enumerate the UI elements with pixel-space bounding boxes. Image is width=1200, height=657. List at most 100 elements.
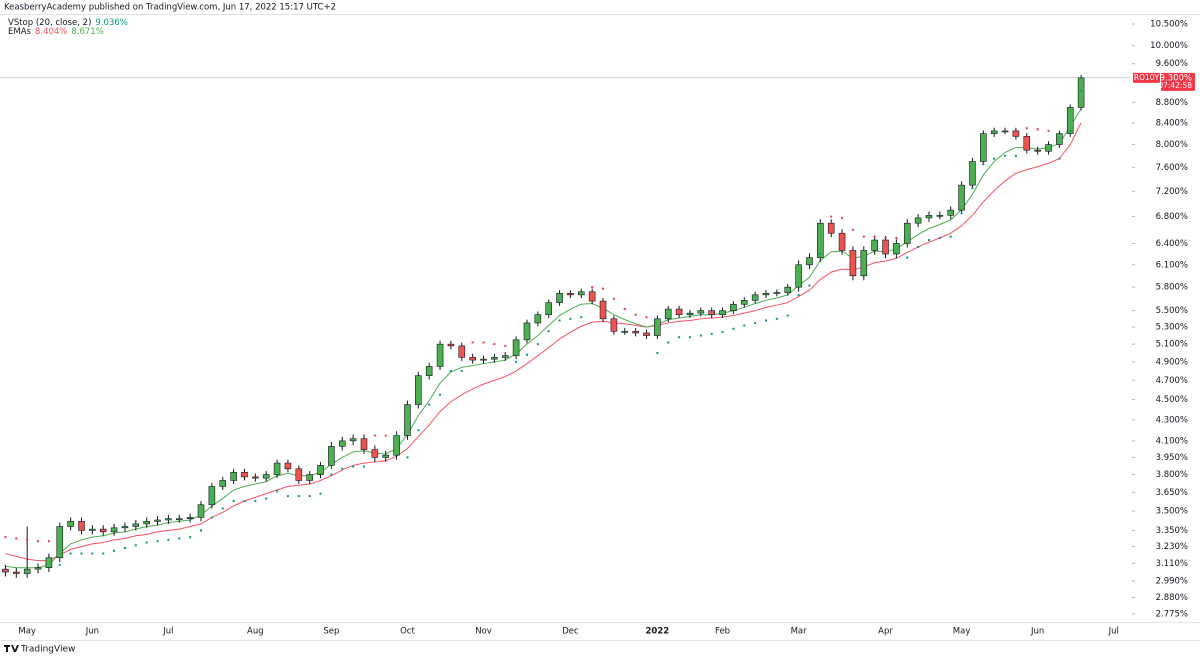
vstop-dot xyxy=(1025,127,1028,130)
candle-body xyxy=(230,471,237,481)
x-tick-label: Apr xyxy=(878,627,893,637)
vstop-dot xyxy=(145,541,148,544)
candle xyxy=(175,514,183,523)
candle xyxy=(871,235,878,255)
vstop-dot xyxy=(623,308,626,311)
ema-line xyxy=(5,122,1082,562)
footer-logo: TradingView xyxy=(4,645,75,655)
y-tick-label: 5.500% xyxy=(1156,306,1188,316)
vstop-dot xyxy=(417,429,420,432)
x-tick-label: Dec xyxy=(562,627,579,637)
candle-body xyxy=(34,567,42,570)
vstop-dot xyxy=(428,403,431,406)
candle xyxy=(404,400,411,440)
candle xyxy=(469,353,476,364)
y-tick-label: 6.400% xyxy=(1156,239,1188,249)
candle xyxy=(219,476,227,491)
candle-body xyxy=(328,446,335,466)
candle xyxy=(338,436,346,451)
candle-body xyxy=(1066,107,1074,134)
y-tick-label: 5.300% xyxy=(1156,323,1188,333)
candle xyxy=(730,301,737,314)
y-tick-label: 3.500% xyxy=(1156,507,1188,517)
price-badge xyxy=(1161,72,1195,91)
candle-body xyxy=(501,355,509,358)
vstop-dot xyxy=(80,552,83,555)
vstop-dot xyxy=(200,529,203,532)
vstop-dot xyxy=(656,351,659,354)
x-tick-label: Jun xyxy=(1030,627,1044,637)
y-tick-label: 2.775% xyxy=(1156,609,1188,619)
candle-body xyxy=(382,454,390,458)
candle xyxy=(56,522,64,562)
y-tick-label: 10.000% xyxy=(1150,41,1188,51)
vstop-dot xyxy=(406,456,409,459)
vstop-dot xyxy=(841,216,844,219)
candle-body xyxy=(13,571,20,574)
candle-body xyxy=(969,161,976,186)
candle-body xyxy=(990,130,998,134)
candle xyxy=(751,291,759,304)
vstop-dot xyxy=(308,495,311,498)
candle-body xyxy=(762,292,770,296)
vstop-dot xyxy=(297,495,300,498)
candle xyxy=(2,564,9,577)
candle xyxy=(295,465,303,485)
vstop-dot xyxy=(797,293,800,296)
candle-body xyxy=(154,519,161,522)
vstop-dot xyxy=(938,236,941,239)
candle-body xyxy=(1023,136,1031,151)
vstop-dot xyxy=(113,549,116,552)
candle-body xyxy=(1012,130,1020,137)
candle-body xyxy=(578,291,585,296)
candle xyxy=(317,461,324,479)
header-text: KeasberryAcademy published on TradingVie… xyxy=(4,3,336,13)
y-tick-label: 9.600% xyxy=(1156,59,1188,69)
vstop-dot xyxy=(37,540,40,543)
candle xyxy=(436,340,444,371)
candle xyxy=(154,516,161,526)
candle-body xyxy=(610,318,618,332)
vstop-dot xyxy=(862,235,865,238)
x-tick-label: Oct xyxy=(400,627,415,637)
y-tick-label: 3.350% xyxy=(1156,526,1188,536)
candle-body xyxy=(719,310,726,316)
candle xyxy=(208,482,216,509)
symbol-badge xyxy=(1133,72,1160,83)
candle xyxy=(1001,127,1009,135)
y-tick-label: 2.990% xyxy=(1156,576,1188,586)
candle-body xyxy=(936,215,944,217)
vstop-dot xyxy=(319,492,322,495)
vstop-dot xyxy=(743,324,746,327)
candle-body xyxy=(425,366,433,376)
vstop-dot xyxy=(895,236,898,239)
candle xyxy=(328,441,335,469)
ema-line xyxy=(5,108,1082,569)
candle-body xyxy=(958,184,965,211)
candle xyxy=(588,288,596,305)
vstop-dot xyxy=(612,297,615,300)
candle xyxy=(827,219,835,238)
candle xyxy=(664,305,672,323)
candle-body xyxy=(186,517,194,520)
candle-body xyxy=(1077,77,1085,108)
candle xyxy=(1077,74,1085,111)
candle xyxy=(545,299,552,318)
vstop-dot xyxy=(1047,129,1050,132)
vstop-dot xyxy=(341,467,344,470)
y-tick-label: 4.700% xyxy=(1156,376,1188,386)
y-tick-label: 4.300% xyxy=(1156,415,1188,425)
candle xyxy=(273,459,281,479)
vstop-dot xyxy=(754,321,757,324)
y-tick-label: 8.400% xyxy=(1156,118,1188,128)
candle-body xyxy=(827,222,835,234)
candle-body xyxy=(197,504,205,518)
candle-body xyxy=(556,292,563,303)
vstop-dot xyxy=(26,538,29,541)
candle xyxy=(675,305,683,318)
x-tick-label: Mar xyxy=(791,627,808,637)
candle-body xyxy=(262,474,270,479)
legend-name: EMAs xyxy=(8,27,32,37)
candle xyxy=(610,315,618,335)
